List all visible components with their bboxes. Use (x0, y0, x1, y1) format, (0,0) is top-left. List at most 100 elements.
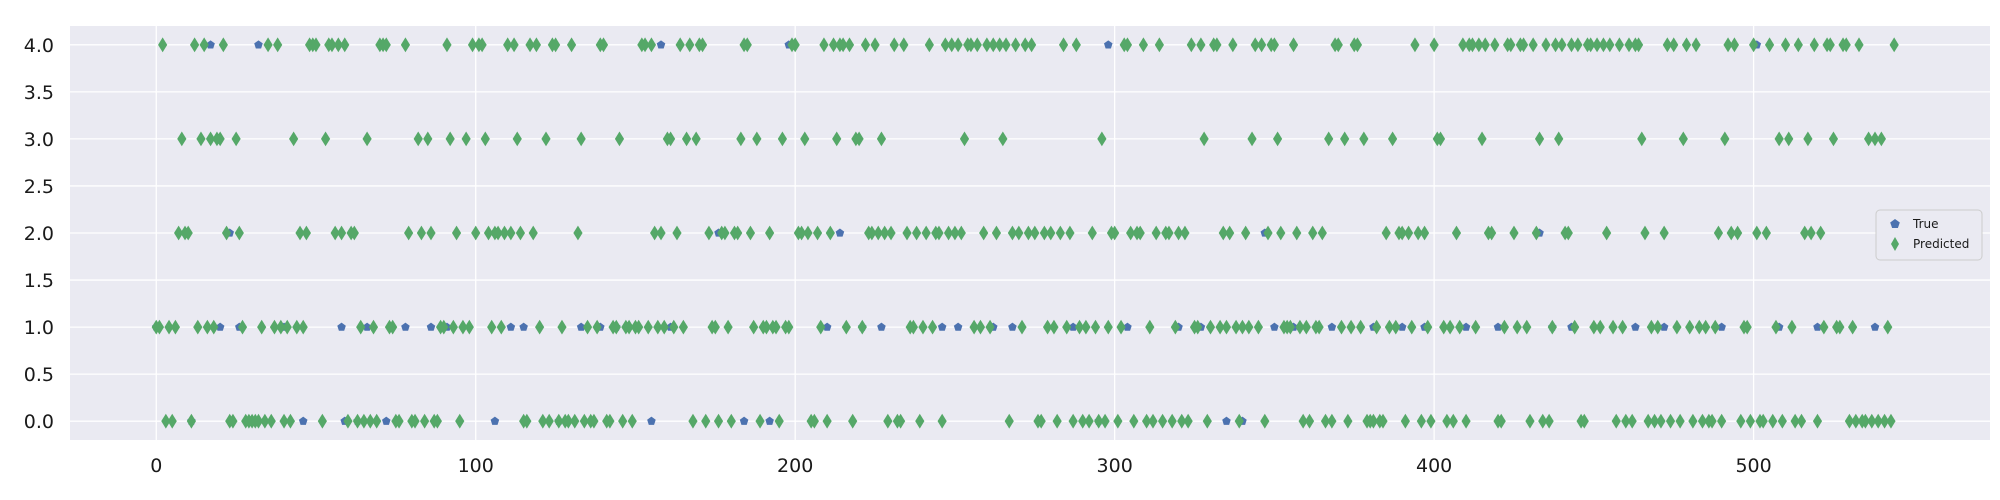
data-point-predicted (1046, 225, 1056, 241)
data-point-predicted (167, 413, 177, 429)
data-point-predicted (276, 319, 286, 335)
data-point-predicted (1295, 319, 1305, 335)
data-point-predicted (1774, 131, 1784, 147)
data-point-predicted (1177, 413, 1187, 429)
data-point-true (953, 322, 963, 331)
data-point-predicted (1490, 37, 1500, 53)
data-point-predicted (1234, 413, 1244, 429)
data-point-predicted (688, 413, 698, 429)
data-point-predicted (1142, 413, 1152, 429)
data-point-predicted (1356, 319, 1366, 335)
data-point-predicted (1697, 413, 1708, 429)
y-tick-label: 3.5 (24, 82, 54, 104)
data-point-predicted (199, 37, 209, 53)
data-point-predicted (1595, 319, 1605, 335)
data-point-predicted (924, 37, 934, 53)
data-point-predicted (828, 37, 839, 53)
data-point-predicted (1225, 225, 1235, 241)
data-point-predicted (445, 131, 455, 147)
data-point-predicted (1304, 413, 1315, 429)
data-point-predicted (998, 131, 1008, 147)
data-point-predicted (1148, 413, 1158, 429)
data-point-predicted (1733, 225, 1743, 241)
data-point-predicted (774, 413, 784, 429)
data-point-true (381, 416, 391, 425)
tick-labels: 0.0 0.5 1.0 1.5 2.0 2.5 3.0 3.5 4.0 0 100 200 300 400… (24, 35, 1772, 477)
data-point-predicted (1372, 319, 1382, 335)
data-point-true (656, 40, 666, 49)
legend-label-predicted: Predicted (1913, 237, 1969, 251)
y-tick-label: 0.5 (24, 364, 54, 386)
data-point-predicted (1586, 37, 1596, 53)
data-point-true (337, 322, 346, 331)
data-point-predicted (838, 37, 848, 53)
data-point-predicted (170, 319, 181, 335)
data-point-predicted (535, 319, 545, 335)
data-point-predicted (579, 413, 589, 429)
data-point-predicted (1522, 319, 1532, 335)
data-point-predicted (749, 319, 759, 335)
data-point-predicted (554, 413, 564, 429)
data-point-predicted (1167, 413, 1177, 429)
data-point-predicted (1518, 37, 1529, 53)
data-point-predicted (1288, 37, 1299, 53)
data-point-predicted (1643, 413, 1653, 429)
data-point-predicted (816, 319, 826, 335)
data-point-predicted (464, 319, 474, 335)
data-point-predicted (1455, 319, 1465, 335)
data-point-predicted (1011, 37, 1021, 53)
data-point-predicted (1193, 319, 1203, 335)
data-point-predicted (1867, 413, 1877, 429)
data-point-predicted (471, 225, 481, 241)
data-point-predicted (1474, 37, 1484, 53)
data-point-predicted (1825, 37, 1835, 53)
data-point-true (298, 416, 308, 425)
data-point-predicted (646, 37, 657, 53)
data-point-predicted (669, 319, 679, 335)
y-tick-label: 1.5 (24, 270, 54, 292)
data-point-predicted (1512, 319, 1522, 335)
data-point-predicted (1448, 413, 1458, 429)
data-point-predicted (911, 225, 922, 241)
data-point-true (1123, 322, 1132, 331)
data-point-predicted (1723, 37, 1733, 53)
data-point-true (822, 322, 832, 331)
y-tick-label: 3.0 (24, 129, 54, 151)
data-point-predicted (1384, 319, 1395, 335)
data-point-predicted (1030, 225, 1040, 241)
data-point-true (765, 416, 774, 425)
data-point-predicted (1844, 413, 1855, 429)
data-point-predicted (1122, 37, 1133, 53)
data-point-true (490, 416, 500, 425)
data-point-predicted (368, 319, 379, 335)
data-point-predicted (1049, 319, 1059, 335)
data-point-predicted (691, 131, 701, 147)
data-point-predicted (1771, 319, 1781, 335)
data-point-predicted (269, 319, 280, 335)
data-point-predicted (451, 225, 462, 241)
data-point-predicted (1333, 37, 1343, 53)
data-point-predicted (678, 319, 688, 335)
data-point-predicted (301, 225, 312, 241)
data-point-predicted (1074, 319, 1085, 335)
data-point-true (576, 322, 586, 331)
data-point-predicted (1876, 131, 1886, 147)
data-point-predicted (1215, 319, 1225, 335)
data-point-predicted (467, 37, 478, 53)
data-point-predicted (1001, 37, 1011, 53)
data-point-predicted (1071, 37, 1081, 53)
data-point-predicted (1883, 319, 1893, 335)
data-point-predicted (1410, 37, 1420, 53)
data-point-predicted (349, 225, 359, 241)
data-point-true (1222, 416, 1231, 425)
data-point-predicted (1173, 225, 1184, 241)
data-point-predicted (1611, 413, 1621, 429)
data-point-predicted (812, 225, 823, 241)
data-point-predicted (1627, 413, 1637, 429)
data-point-predicted (1269, 37, 1279, 53)
data-point-predicted (899, 37, 909, 53)
data-point-predicted (1736, 413, 1746, 429)
data-point-predicted (1429, 37, 1439, 53)
data-point-predicted (1870, 131, 1880, 147)
data-point-true (1493, 322, 1503, 331)
